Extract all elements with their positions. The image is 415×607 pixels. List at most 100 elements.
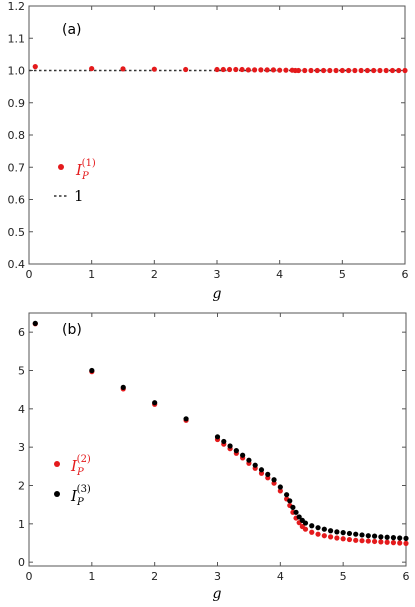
data-point-series-1 xyxy=(365,538,371,544)
data-point-series-2 xyxy=(284,492,290,498)
y-tick-label: 1.0 xyxy=(8,65,26,78)
data-point-series-2 xyxy=(296,514,302,520)
data-point-series-1 xyxy=(302,67,308,74)
data-point-series-2 xyxy=(403,535,409,542)
data-point-series-2 xyxy=(365,533,371,539)
data-point-series-1 xyxy=(151,66,157,72)
x-tick-label: 5 xyxy=(340,570,347,583)
y-tick-label: 0 xyxy=(18,556,25,569)
data-point-series-1 xyxy=(220,66,226,73)
data-point-series-1 xyxy=(89,65,95,72)
y-tick-label: 0.5 xyxy=(8,226,26,239)
data-point-series-1 xyxy=(270,67,276,73)
data-point-series-1 xyxy=(245,67,251,73)
panel-label-a: (a) xyxy=(62,22,82,38)
data-point-series-1 xyxy=(32,64,38,70)
data-point-series-2 xyxy=(384,534,390,540)
panel-a: (a) g 0 1 2 3 4 5 6 0.4 0.5 0.6 0.7 0.8 0.9 1.0 1.1 1.2… xyxy=(8,0,409,302)
data-point-series-1 xyxy=(315,531,321,537)
panel-label-b: (b) xyxy=(62,322,82,338)
data-point-series-1 xyxy=(371,538,378,545)
ticks-b: 0 1 2 3 4 5 6 0 1 2 3 4 5 6 xyxy=(18,313,410,583)
data-point-series-2 xyxy=(265,471,271,477)
data-point-series-1 xyxy=(377,67,383,74)
data-point-series-1 xyxy=(277,67,283,73)
x-tick-label: 1 xyxy=(88,268,95,281)
data-point-series-1 xyxy=(302,526,309,532)
data-point-series-2 xyxy=(346,530,353,537)
data-point-series-1 xyxy=(320,67,327,74)
data-point-series-2 xyxy=(120,384,126,390)
data-point-series-1 xyxy=(364,67,370,74)
data-point-series-2 xyxy=(277,484,283,490)
data-point-series-1 xyxy=(314,67,320,74)
data-point-series-1 xyxy=(183,66,189,73)
data-point-series-1 xyxy=(403,540,409,546)
data-point-series-1 xyxy=(352,67,358,74)
data-point-series-2 xyxy=(287,498,293,504)
legend-marker-series-1 xyxy=(58,164,64,170)
legend-a: IP(1) 1 xyxy=(54,158,96,205)
data-point-series-2 xyxy=(246,457,252,463)
y-tick-label: 0.8 xyxy=(8,129,26,142)
points-a xyxy=(32,64,408,74)
x-tick-label: 6 xyxy=(403,570,410,583)
plot-frame-a xyxy=(28,5,406,265)
data-point-series-2 xyxy=(32,320,38,326)
data-point-series-2 xyxy=(183,416,189,422)
data-point-series-2 xyxy=(371,533,378,539)
data-point-series-1 xyxy=(328,534,334,540)
data-point-series-2 xyxy=(359,532,365,538)
x-tick-label: 6 xyxy=(402,268,409,281)
data-point-series-1 xyxy=(283,67,289,73)
y-tick-label: 3 xyxy=(18,441,25,454)
y-tick-label: 0.6 xyxy=(8,194,26,207)
data-point-series-2 xyxy=(240,452,246,458)
legend-marker-series-1 xyxy=(54,461,60,467)
data-point-series-1 xyxy=(397,540,403,546)
data-point-series-1 xyxy=(353,537,359,543)
data-point-series-2 xyxy=(258,467,265,473)
data-point-series-1 xyxy=(214,66,220,73)
y-tick-label: 1.2 xyxy=(8,0,26,13)
data-point-series-2 xyxy=(334,529,340,535)
data-point-series-1 xyxy=(402,67,408,74)
x-axis-label-b: g xyxy=(213,586,222,602)
legend-label-series-1: IP(1) xyxy=(75,158,96,182)
data-point-series-1 xyxy=(389,67,396,74)
data-point-series-2 xyxy=(397,535,403,541)
legend-label-series-2: IP(3) xyxy=(70,484,91,508)
x-tick-label: 2 xyxy=(151,268,158,281)
data-point-series-2 xyxy=(152,400,158,406)
data-point-series-1 xyxy=(308,67,314,74)
data-point-series-2 xyxy=(290,504,296,510)
data-point-series-1 xyxy=(334,535,340,541)
data-point-series-1 xyxy=(358,67,364,74)
data-point-series-1 xyxy=(384,539,390,545)
data-point-series-1 xyxy=(396,67,402,74)
x-tick-label: 5 xyxy=(339,268,346,281)
data-point-series-2 xyxy=(252,462,258,468)
data-point-series-2 xyxy=(353,531,359,537)
ticks-a: 0 1 2 3 4 5 6 0.4 0.5 0.6 0.7 0.8 0.9 1.0 1.1 1.2 xyxy=(8,0,409,281)
data-point-series-2 xyxy=(328,528,334,534)
x-tick-label: 3 xyxy=(214,570,221,583)
x-tick-label: 3 xyxy=(214,268,221,281)
x-axis-label-a: g xyxy=(213,286,222,302)
y-tick-label: 5 xyxy=(18,365,25,378)
legend-marker-series-2 xyxy=(54,491,60,497)
data-point-series-1 xyxy=(383,67,389,74)
y-tick-label: 1.1 xyxy=(8,32,26,45)
data-point-series-1 xyxy=(120,66,126,72)
data-point-series-1 xyxy=(277,488,283,494)
data-point-series-1 xyxy=(321,533,327,539)
data-point-series-2 xyxy=(321,526,327,532)
data-point-series-2 xyxy=(271,477,277,483)
data-point-series-2 xyxy=(390,535,397,541)
y-tick-label: 1 xyxy=(18,518,25,531)
x-tick-label: 2 xyxy=(151,570,158,583)
data-point-series-1 xyxy=(390,540,397,546)
data-point-series-2 xyxy=(214,434,221,440)
data-point-series-1 xyxy=(327,67,333,74)
